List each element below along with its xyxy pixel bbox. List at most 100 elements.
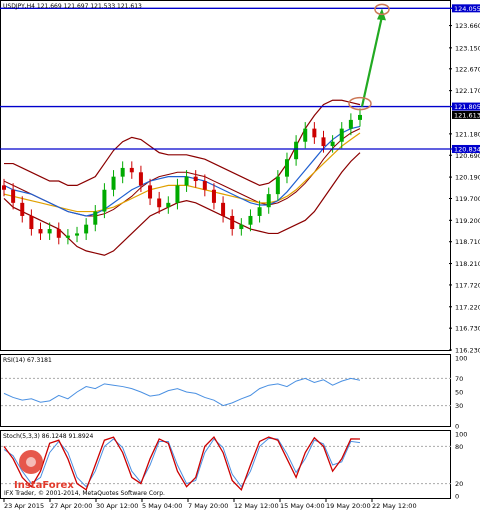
rsi-line [3, 377, 361, 407]
candle-body [321, 137, 326, 147]
main-header: USDJPY,H4 121.669 121.697 121.533 121.61… [3, 3, 142, 10]
candle-body [312, 128, 317, 138]
level-label: 121.805 [454, 103, 480, 111]
candle-body [65, 235, 70, 238]
instaforex-logo: InstaForex [14, 450, 74, 491]
candle-body [2, 185, 6, 190]
candle-body [47, 229, 52, 234]
candle-body [248, 215, 253, 225]
level-label-bg [452, 4, 480, 13]
rsi-header: RSI(14) 67.3181 [3, 357, 52, 364]
forecast-arrow [360, 16, 384, 107]
rsi-tick-label: 0 [455, 423, 459, 431]
candle-body [184, 176, 189, 186]
stoch-plot: 100 80 20 0 [1, 431, 467, 501]
price-tick-label: 118.710 [455, 238, 480, 246]
candle-body [284, 159, 289, 177]
stoch-header: Stoch(5,3,3) 86.1248 91.8924 [3, 433, 94, 440]
stoch-tick-label: 0 [455, 493, 459, 501]
time-tick-label: 7 May 20:00 [188, 502, 228, 510]
main-panel [0, 0, 451, 351]
time-tick-label: 5 May 04:00 [142, 502, 182, 510]
candle-body [129, 167, 134, 173]
time-tick-label: 22 May 12:00 [372, 502, 417, 510]
candle-body [257, 207, 262, 216]
price-tick-label: 117.720 [455, 281, 480, 289]
candle-body [275, 176, 280, 195]
price-tick-label: 117.220 [455, 303, 480, 311]
rsi-tick-label: 100 [455, 355, 467, 363]
target-ellipse [374, 3, 390, 16]
price-tick-label: 119.200 [455, 217, 480, 225]
candle-body [138, 172, 143, 186]
candle-body [230, 215, 235, 230]
price-tick-label: 123.150 [455, 44, 480, 52]
candle-body [111, 176, 116, 190]
candle-body [11, 189, 16, 203]
time-tick-label: 23 Apr 2015 [4, 502, 44, 510]
footer-text: IFX Trader, © 2001-2014, MetaQuotes Soft… [4, 490, 165, 497]
current-price-bg [452, 110, 480, 119]
main-plot: 124.055 121.805 120.834 121.613 123.660 123.1… [0, 3, 480, 355]
candle-body [221, 202, 226, 216]
candle-body [93, 211, 98, 225]
candle-body [157, 198, 162, 208]
level-label-bg [452, 144, 480, 153]
candle-body [266, 194, 271, 208]
candle-body [294, 141, 299, 160]
candle-body [102, 189, 107, 212]
candle-body [56, 229, 61, 238]
rsi-plot: 100 70 50 30 0 [1, 355, 467, 431]
candle-body [29, 215, 34, 230]
candle-body [38, 229, 43, 234]
band-upper [4, 99, 361, 187]
candle-body [193, 176, 198, 182]
candle-body [339, 128, 344, 142]
candle-body [202, 181, 207, 190]
stoch-tick-label: 100 [455, 431, 467, 439]
price-tick-label: 119.700 [455, 195, 480, 203]
candle-body [239, 224, 244, 230]
stoch-panel [0, 430, 451, 499]
stoch-tick-label: 80 [455, 443, 463, 451]
candle-body [148, 185, 153, 199]
ma-fast [3, 125, 361, 217]
candle-body [175, 185, 180, 203]
rsi-tick-label: 30 [455, 402, 463, 410]
level-label: 124.055 [454, 5, 480, 13]
candle-body [358, 114, 362, 120]
candle-body [84, 224, 89, 234]
stoch-k-line [3, 436, 361, 491]
price-tick-label: 116.230 [455, 347, 480, 355]
candle-body [211, 189, 216, 203]
highlight-ellipse [348, 96, 372, 111]
band-lower [3, 152, 361, 256]
price-tick-label: 118.210 [455, 260, 480, 268]
candle-body [75, 233, 80, 236]
price-tick-label: 120.690 [455, 152, 480, 160]
price-tick-label: 121.180 [455, 130, 480, 138]
price-tick-label: 120.190 [455, 174, 480, 182]
price-tick-label: 116.730 [455, 325, 480, 333]
candle-body [20, 202, 25, 216]
rsi-tick-label: 50 [455, 389, 463, 397]
logo-text: InstaForex [14, 480, 74, 491]
candle-body [303, 128, 308, 142]
price-tick-label: 122.170 [455, 87, 480, 95]
rsi-tick-label: 70 [455, 375, 463, 383]
level-label-bg [452, 102, 480, 111]
candle-body [348, 119, 353, 129]
rsi-panel [0, 354, 451, 427]
ma-slow [3, 132, 361, 213]
price-tick-label: 123.660 [455, 22, 480, 30]
current-price-label: 121.613 [454, 111, 480, 119]
level-label: 120.834 [454, 145, 480, 153]
candle-body [120, 167, 125, 177]
candle-body [166, 202, 171, 208]
time-tick-label: 15 May 04:00 [280, 502, 325, 510]
time-tick-label: 27 Apr 20:00 [50, 502, 92, 510]
candle-body [330, 141, 335, 147]
time-tick-label: 19 May 20:00 [326, 502, 371, 510]
price-tick-label: 122.670 [455, 65, 480, 73]
